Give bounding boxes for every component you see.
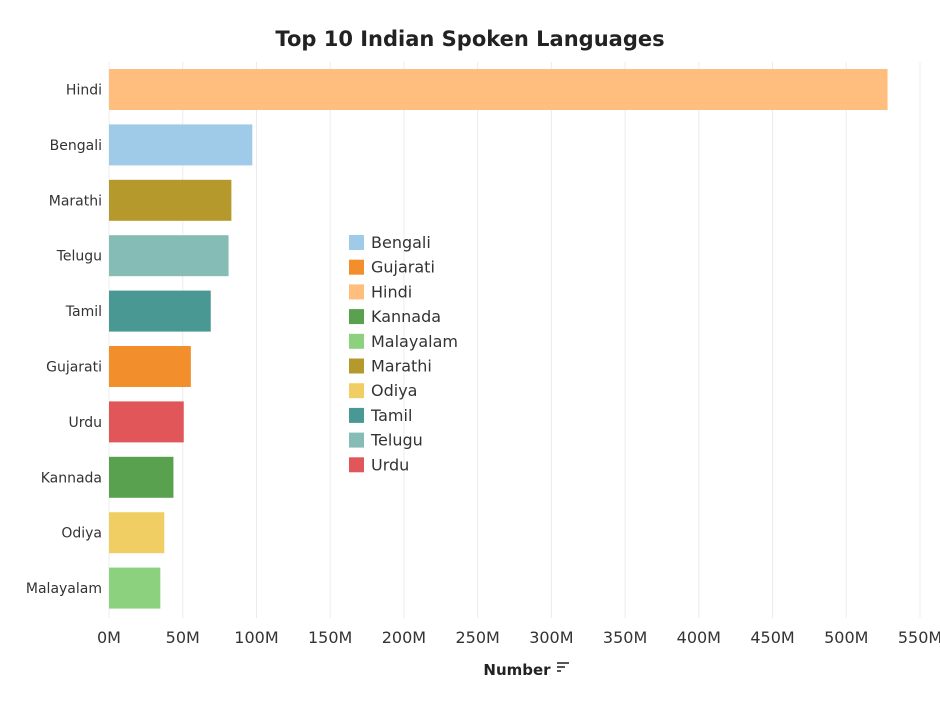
x-tick-label: 300M (529, 628, 573, 647)
bar-malayalam[interactable] (109, 567, 161, 609)
bar-tamil[interactable] (109, 290, 211, 332)
legend[interactable]: Bengali Gujarati Hindi Kannada Malayalam Mara… (349, 233, 458, 474)
category-label: Gujarati (46, 360, 102, 376)
legend-label: Urdu (371, 455, 409, 474)
category-label: Telugu (56, 249, 102, 265)
bar-bengali[interactable] (109, 124, 253, 166)
legend-label: Bengali (371, 233, 431, 252)
legend-swatch (349, 358, 364, 374)
x-tick-label: 550M (898, 628, 940, 647)
legend-swatch (349, 383, 364, 399)
category-labels: Hindi Bengali Marathi Telugu Tamil Gujarati Ur… (26, 83, 102, 598)
legend-swatch (349, 259, 364, 275)
chart-title: Top 10 Indian Spoken Languages (275, 27, 664, 51)
legend-label: Hindi (371, 282, 412, 301)
bar-hindi[interactable] (109, 69, 888, 110)
x-tick-label: 0M (97, 628, 121, 647)
category-label: Bengali (50, 138, 102, 154)
bar-telugu[interactable] (109, 235, 229, 277)
bar-gujarati[interactable] (109, 346, 191, 387)
legend-label: Gujarati (371, 258, 435, 277)
legend-swatch (349, 407, 364, 423)
legend-swatch (349, 284, 364, 300)
legend-swatch (349, 432, 364, 448)
category-label: Hindi (66, 83, 102, 99)
category-label: Marathi (49, 193, 102, 209)
bar-odiya[interactable] (109, 512, 165, 554)
x-axis-title: Number (483, 661, 551, 679)
legend-label: Kannada (371, 307, 441, 326)
sort-icon-bar-3 (557, 670, 561, 672)
sort-icon-bar-1 (557, 662, 569, 664)
category-label: Urdu (68, 415, 102, 431)
legend-label: Tamil (370, 406, 412, 425)
legend-label: Malayalam (371, 332, 458, 351)
legend-swatch (349, 457, 364, 473)
x-tick-label: 500M (824, 628, 868, 647)
legend-swatch (349, 235, 364, 250)
legend-label: Marathi (371, 357, 432, 376)
bar-kannada[interactable] (109, 456, 174, 498)
legend-swatch (349, 309, 364, 325)
x-tick-label: 400M (677, 628, 721, 647)
x-tick-label: 250M (455, 628, 499, 647)
x-tick-label: 450M (750, 628, 794, 647)
category-label: Odiya (61, 526, 102, 542)
sort-icon-bar-2 (557, 666, 565, 668)
legend-swatch (349, 333, 364, 349)
x-tick-label: 200M (382, 628, 426, 647)
category-label: Tamil (65, 304, 102, 320)
x-tick-label: 150M (308, 628, 352, 647)
bars (109, 69, 888, 609)
x-tick-label: 100M (234, 628, 278, 647)
sort-descending-icon[interactable] (557, 662, 569, 672)
category-label: Kannada (41, 470, 102, 486)
bar-marathi[interactable] (109, 179, 232, 221)
category-label: Malayalam (26, 581, 102, 597)
legend-label: Odiya (371, 381, 417, 400)
x-axis-ticks: 0M 50M 100M 150M 200M 250M 300M 350M 400M 450M 500… (97, 628, 940, 647)
x-tick-label: 50M (166, 628, 200, 647)
x-tick-label: 350M (603, 628, 647, 647)
bar-urdu[interactable] (109, 401, 184, 443)
legend-label: Telugu (370, 431, 423, 450)
